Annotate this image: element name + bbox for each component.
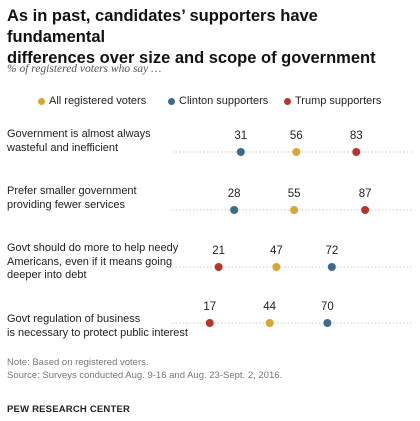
legend-dot-all [38, 97, 45, 105]
data-label-all: 56 [290, 130, 303, 142]
data-label-trump: 17 [203, 301, 216, 313]
row-label-line: deeper into debt [7, 269, 87, 281]
organization-name: PEW RESEARCH CENTER [7, 404, 131, 415]
data-label-trump: 21 [212, 245, 225, 257]
row-label-wasteful: Government is almost always wasteful and… [7, 128, 151, 155]
data-point-clinton [323, 319, 332, 327]
row-label-line: providing fewer services [7, 198, 125, 211]
row-label-regulation: Govt regulation of business is necessary… [7, 313, 188, 340]
chart-title-line-1: As in past, candidates’ supporters have … [7, 7, 318, 46]
legend-dot-trump [284, 97, 291, 105]
data-label-trump: 87 [359, 188, 372, 200]
data-point-clinton [230, 206, 239, 214]
legend: All registered voters Clinton supporters… [0, 95, 420, 111]
legend-label-all: All registered voters [49, 95, 147, 107]
data-point-trump [352, 148, 361, 156]
legend-label-clinton: Clinton supporters [179, 95, 269, 107]
legend-item-trump: Trump supporters [284, 95, 381, 107]
data-point-trump [205, 319, 214, 327]
data-point-clinton [327, 263, 336, 271]
chart-source: Source: Surveys conducted Aug. 9-16 and … [7, 370, 283, 381]
data-point-all [290, 206, 299, 214]
data-label-all: 44 [263, 301, 276, 313]
data-point-all [265, 319, 274, 327]
row-label-line: Government is almost always [7, 128, 151, 140]
row-label-line: Prefer smaller government [7, 185, 137, 197]
data-point-all [272, 263, 281, 271]
row-label-line: Govt regulation of business [7, 313, 141, 325]
legend-item-all: All registered voters [38, 95, 146, 107]
data-point-all [292, 148, 301, 156]
chart-title-line-2: differences over size and scope of gover… [7, 49, 376, 67]
data-label-all: 55 [288, 188, 301, 200]
chart-subtitle: % of registered voters who say … [7, 63, 162, 75]
legend-label-trump: Trump supporters [295, 95, 382, 107]
legend-item-clinton: Clinton supporters [168, 95, 268, 107]
data-label-all: 47 [270, 245, 283, 257]
row-label-line: Govt should do more to help needy [7, 242, 179, 254]
data-label-clinton: 72 [325, 245, 338, 257]
legend-dot-clinton [168, 97, 175, 105]
row-label-line: wasteful and inefficient [7, 141, 119, 154]
data-point-trump [214, 263, 223, 271]
data-label-clinton: 70 [321, 301, 334, 313]
data-point-clinton [236, 148, 245, 156]
row-label-help-needy: Govt should do more to help needy Americ… [7, 242, 178, 283]
data-label-clinton: 28 [228, 188, 241, 200]
data-label-trump: 83 [350, 130, 363, 142]
row-label-line: is necessary to protect public interest [7, 326, 188, 339]
data-point-trump [361, 206, 370, 214]
row-label-smaller-government: Prefer smaller government providing fewe… [7, 185, 137, 212]
chart-title: As in past, candidates’ supporters have … [7, 6, 413, 69]
chart-note: Note: Based on registered voters. [7, 357, 149, 368]
row-label-line: Americans, even if it means going [7, 255, 173, 268]
data-label-clinton: 31 [234, 130, 247, 142]
